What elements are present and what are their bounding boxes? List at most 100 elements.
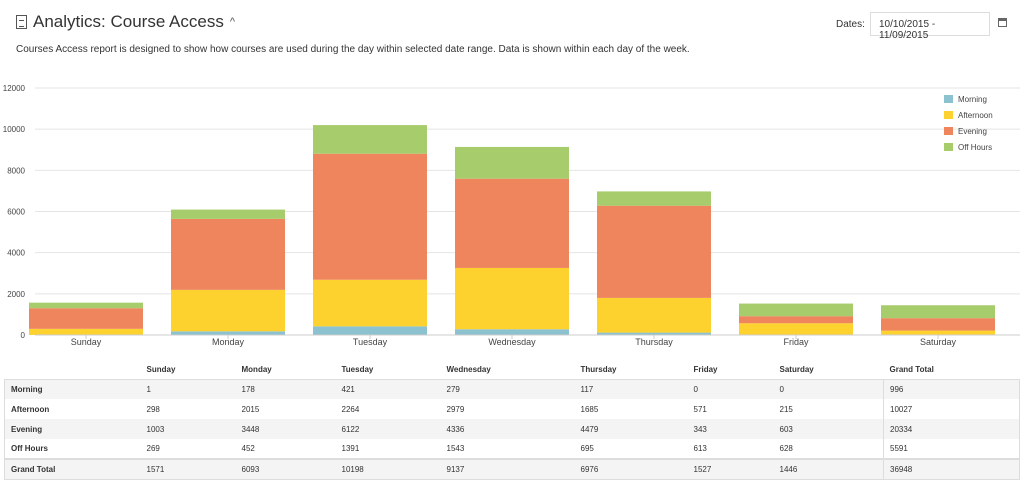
table-cell: 628 <box>779 444 793 453</box>
table-cell: 20334 <box>883 419 1020 439</box>
calendar-icon[interactable] <box>998 18 1007 27</box>
bar-segment-evening <box>739 316 853 324</box>
y-tick-label: 0 <box>21 331 26 340</box>
legend-swatch <box>944 111 953 119</box>
table-cell: 1391 <box>341 444 360 453</box>
table-cell: 4336 <box>446 424 465 434</box>
legend-label: Evening <box>958 127 987 136</box>
table-cell: 117 <box>580 384 594 394</box>
bar-segment-afternoon <box>597 297 711 333</box>
row-label: Afternoon <box>11 404 50 414</box>
column-header: Tuesday <box>341 365 374 375</box>
table-cell: 996 <box>883 379 1020 399</box>
table-row: Off Hours 269 452 1391 1543 695 613 628 5591 <box>4 439 1020 459</box>
page-title[interactable]: Analytics: Course Access ^ <box>16 12 235 32</box>
table-cell: 0 <box>779 384 784 394</box>
table-cell: 298 <box>146 404 160 414</box>
x-tick-label: Friday <box>783 337 809 347</box>
table-cell: 452 <box>241 444 255 453</box>
y-tick-label: 8000 <box>7 166 25 175</box>
legend-label: Afternoon <box>958 111 993 120</box>
table-cell: 571 <box>693 404 707 414</box>
table-cell: 6976 <box>574 458 688 479</box>
table-cell: 215 <box>779 404 793 414</box>
table-cell: 1527 <box>687 458 774 479</box>
bar-segment-afternoon <box>739 323 853 335</box>
bar-segment-off-hours <box>739 303 853 317</box>
bar-segment-morning <box>455 329 569 335</box>
bar-segment-evening <box>171 218 285 290</box>
legend-label: Off Hours <box>958 143 992 152</box>
table-cell: 421 <box>341 384 355 394</box>
bar-segment-off-hours <box>455 146 569 179</box>
column-header <box>5 361 141 379</box>
bar-segment-off-hours <box>171 209 285 219</box>
table-cell: 4479 <box>580 424 599 434</box>
legend-swatch <box>944 127 953 135</box>
y-tick-label: 4000 <box>7 249 25 258</box>
column-header: Monday <box>241 365 272 375</box>
table-cell: 0 <box>693 384 698 394</box>
table-cell: 5591 <box>883 439 1020 459</box>
table-cell: 1003 <box>146 424 165 434</box>
table-cell: 269 <box>146 444 160 453</box>
table-cell: 1571 <box>140 458 236 479</box>
column-header: Thursday <box>580 365 617 375</box>
table-cell: 1 <box>146 384 151 394</box>
bar-segment-afternoon <box>171 289 285 332</box>
column-header: Friday <box>693 365 718 375</box>
bar-segment-afternoon <box>881 330 995 335</box>
report-description: Courses Access report is designed to sho… <box>16 44 690 55</box>
column-header: Wednesday <box>446 365 491 375</box>
document-icon <box>16 15 27 29</box>
column-header: Grand Total <box>889 365 934 375</box>
y-tick-label: 2000 <box>7 290 25 299</box>
x-tick-label: Saturday <box>920 337 957 347</box>
y-tick-label: 10000 <box>3 125 26 134</box>
bar-segment-morning <box>597 332 711 335</box>
bar-segment-evening <box>597 205 711 298</box>
table-cell: 6122 <box>341 424 360 434</box>
table-cell: 10027 <box>883 399 1020 419</box>
bar-segment-off-hours <box>881 305 995 319</box>
bar-segment-evening <box>881 318 995 331</box>
x-tick-label: Monday <box>212 337 245 347</box>
y-tick-label: 12000 <box>3 84 26 93</box>
dates-label: Dates: <box>836 19 865 30</box>
chevron-up-icon[interactable]: ^ <box>229 16 236 28</box>
table-cell: 10198 <box>335 458 441 479</box>
table-cell: 1446 <box>773 458 884 479</box>
row-label: Grand Total <box>4 458 141 479</box>
bar-segment-off-hours <box>313 125 427 154</box>
data-table: Sunday Monday Tuesday Wednesday Thursday Frid… <box>4 361 1020 480</box>
table-cell: 343 <box>693 424 707 434</box>
column-header: Sunday <box>146 365 176 375</box>
legend-swatch <box>944 143 953 151</box>
x-tick-label: Sunday <box>71 337 102 347</box>
x-tick-label: Tuesday <box>353 337 388 347</box>
bar-segment-morning <box>171 331 285 335</box>
row-label: Off Hours <box>11 444 48 453</box>
bar-segment-evening <box>29 308 143 329</box>
table-cell: 2264 <box>341 404 360 414</box>
column-header: Saturday <box>779 365 814 375</box>
table-row: Evening 1003 3448 6122 4336 4479 343 603 20334 <box>4 419 1020 439</box>
table-cell: 1685 <box>580 404 599 414</box>
table-cell: 603 <box>779 424 793 434</box>
bar-segment-afternoon <box>455 267 569 330</box>
table-row: Morning 1 178 421 279 117 0 0 996 <box>4 379 1020 399</box>
date-range-input[interactable]: 10/10/2015 - 11/09/2015 <box>870 12 990 41</box>
y-tick-label: 6000 <box>7 208 25 217</box>
table-cell: 2015 <box>241 404 260 414</box>
stacked-bar-chart: 0 2000 4000 6000 8000 10000 12000 Sunday Monday T… <box>3 84 1020 347</box>
row-label: Morning <box>11 384 43 394</box>
bar-segment-off-hours <box>29 302 143 309</box>
table-cell: 36948 <box>883 458 1020 479</box>
table-cell: 178 <box>241 384 255 394</box>
row-label: Evening <box>11 424 43 434</box>
bar-segment-evening <box>455 178 569 268</box>
table-cell: 2979 <box>446 404 465 414</box>
bar-segment-evening <box>313 153 427 280</box>
x-tick-label: Thursday <box>635 337 673 347</box>
table-cell: 695 <box>580 444 594 453</box>
